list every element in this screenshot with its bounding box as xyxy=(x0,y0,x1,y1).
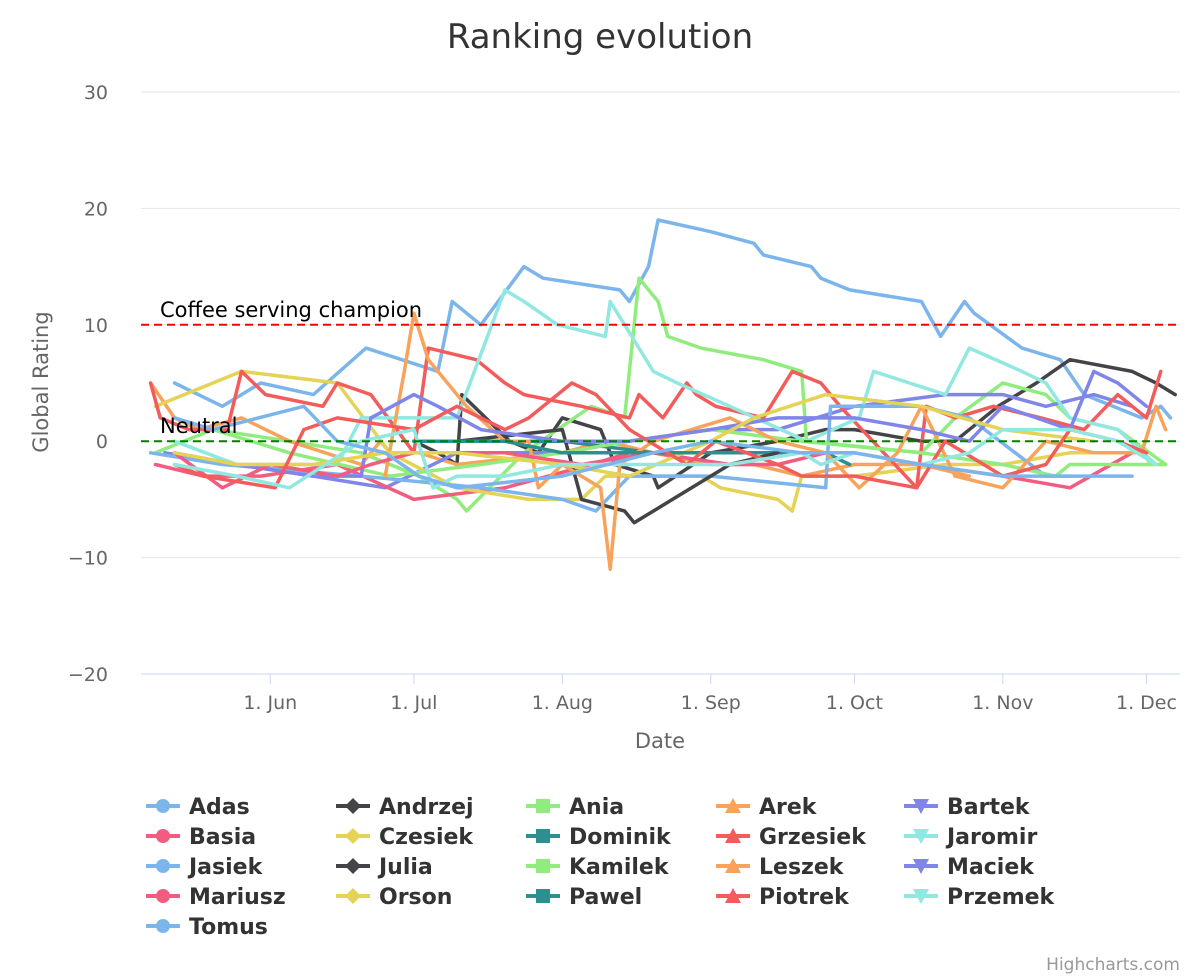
legend-item-basia[interactable]: Basia xyxy=(146,825,256,850)
legend-label: Przemek xyxy=(947,885,1056,910)
legend-label: Adas xyxy=(189,795,250,820)
legend-item-grzesiek[interactable]: Grzesiek xyxy=(716,825,867,850)
x-tick-label: 1. Oct xyxy=(826,692,883,714)
legend-marker-circle-icon xyxy=(156,829,170,843)
x-axis: 1. Jun 1. Jul 1. Aug 1. Sep 1. Oct 1. Nov 1. D… xyxy=(141,673,1180,714)
legend-marker-diamond-icon xyxy=(345,828,361,844)
legend-item-julia[interactable]: Julia xyxy=(336,855,433,880)
legend-marker-circle-icon xyxy=(156,799,170,813)
legend-marker-diamond-icon xyxy=(345,798,361,814)
series-line-grzesiek[interactable] xyxy=(148,346,1163,490)
legend-marker-diamond-icon xyxy=(345,858,361,874)
legend-label: Jaromir xyxy=(945,825,1037,850)
y-axis: 30 20 10 0 −10 −20 xyxy=(68,82,108,686)
plot-line-labels: Coffee serving champion Neutral xyxy=(141,298,1180,443)
x-tick-label: 1. Jul xyxy=(390,692,437,714)
legend-marker-square-icon xyxy=(536,829,550,843)
legend-item-przemek[interactable]: Przemek xyxy=(904,885,1056,910)
series-line-piotrek[interactable] xyxy=(172,381,1149,490)
legend-item-tomus[interactable]: Tomus xyxy=(146,915,268,940)
legend-label: Czesiek xyxy=(379,825,474,850)
y-tick-label: −10 xyxy=(68,548,108,570)
legend-item-czesiek[interactable]: Czesiek xyxy=(336,825,474,850)
legend-label: Piotrek xyxy=(759,885,850,910)
legend-marker-triangle-down-icon xyxy=(913,859,929,874)
legend-item-dominik[interactable]: Dominik xyxy=(526,825,672,850)
series-lines[interactable] xyxy=(148,218,1177,571)
chart-title: Ranking evolution xyxy=(447,17,753,57)
legend-item-bartek[interactable]: Bartek xyxy=(904,795,1031,820)
y-tick-label: 0 xyxy=(96,431,108,453)
x-tick-label: 1. Dec xyxy=(1116,692,1177,714)
legend-label: Pawel xyxy=(569,885,642,910)
x-tick-label: 1. Aug xyxy=(532,692,593,714)
y-tick-label: −20 xyxy=(68,664,108,686)
legend-marker-diamond-icon xyxy=(345,888,361,904)
y-tick-label: 20 xyxy=(84,198,108,220)
series-line-leszek[interactable] xyxy=(383,311,1168,571)
legend-label: Orson xyxy=(379,885,452,910)
legend-label: Ania xyxy=(569,795,624,820)
y-tick-label: 10 xyxy=(84,315,108,337)
credits-label[interactable]: Highcharts.com xyxy=(1046,955,1180,975)
legend-marker-circle-icon xyxy=(156,859,170,873)
legend-marker-triangle-icon xyxy=(725,828,741,843)
legend-label: Andrzej xyxy=(379,795,474,820)
legend-item-ania[interactable]: Ania xyxy=(526,795,624,820)
series-line-przemek[interactable] xyxy=(172,427,1158,490)
x-tick-label: 1. Sep xyxy=(681,692,741,714)
legend-marker-circle-icon xyxy=(156,889,170,903)
plot-line-label: Neutral xyxy=(160,414,238,438)
x-axis-title: Date xyxy=(635,729,685,753)
legend-label: Bartek xyxy=(947,795,1031,820)
series-line-andrzej[interactable] xyxy=(412,357,1177,490)
legend-marker-circle-icon xyxy=(156,919,170,933)
legend-marker-square-icon xyxy=(536,859,550,873)
legend-item-leszek[interactable]: Leszek xyxy=(716,855,845,880)
legend-marker-triangle-icon xyxy=(725,888,741,903)
plot-line-label: Coffee serving champion xyxy=(160,298,422,322)
legend-item-mariusz[interactable]: Mariusz xyxy=(146,885,286,910)
legend-item-jaromir[interactable]: Jaromir xyxy=(904,825,1037,850)
legend-marker-triangle-icon xyxy=(725,858,741,873)
legend-label: Dominik xyxy=(569,825,672,850)
x-tick-label: 1. Nov xyxy=(972,692,1033,714)
y-tick-label: 30 xyxy=(84,82,108,104)
legend-marker-triangle-down-icon xyxy=(913,889,929,904)
legend: Adas Andrzej Ania Arek Bartek Basia Czesiek Dom… xyxy=(146,795,1056,940)
legend-item-orson[interactable]: Orson xyxy=(336,885,452,910)
legend-item-adas[interactable]: Adas xyxy=(146,795,250,820)
legend-label: Maciek xyxy=(947,855,1035,880)
legend-item-jasiek[interactable]: Jasiek xyxy=(146,855,264,880)
x-tick-label: 1. Jun xyxy=(243,692,297,714)
series-line-orson[interactable] xyxy=(172,392,1096,478)
legend-label: Arek xyxy=(759,795,818,820)
legend-label: Kamilek xyxy=(569,855,670,880)
legend-label: Jasiek xyxy=(187,855,264,880)
legend-marker-square-icon xyxy=(536,799,550,813)
legend-item-maciek[interactable]: Maciek xyxy=(904,855,1035,880)
legend-label: Basia xyxy=(189,825,256,850)
legend-item-piotrek[interactable]: Piotrek xyxy=(716,885,850,910)
series-line-tomus[interactable] xyxy=(172,404,1072,490)
legend-label: Grzesiek xyxy=(759,825,867,850)
legend-item-andrzej[interactable]: Andrzej xyxy=(336,795,474,820)
legend-label: Julia xyxy=(377,855,433,880)
legend-label: Tomus xyxy=(189,915,268,940)
legend-marker-triangle-down-icon xyxy=(913,829,929,844)
legend-item-kamilek[interactable]: Kamilek xyxy=(526,855,670,880)
legend-label: Leszek xyxy=(759,855,845,880)
legend-label: Mariusz xyxy=(189,885,286,910)
series-line-jaromir[interactable] xyxy=(172,288,1158,467)
legend-marker-triangle-down-icon xyxy=(913,799,929,814)
legend-item-pawel[interactable]: Pawel xyxy=(526,885,642,910)
legend-marker-triangle-icon xyxy=(725,798,741,813)
y-axis-title: Global Rating xyxy=(29,311,53,452)
series-line-jasiek[interactable] xyxy=(148,404,1134,513)
series-line-pawel[interactable] xyxy=(412,439,756,455)
legend-marker-square-icon xyxy=(536,889,550,903)
legend-item-arek[interactable]: Arek xyxy=(716,795,818,820)
